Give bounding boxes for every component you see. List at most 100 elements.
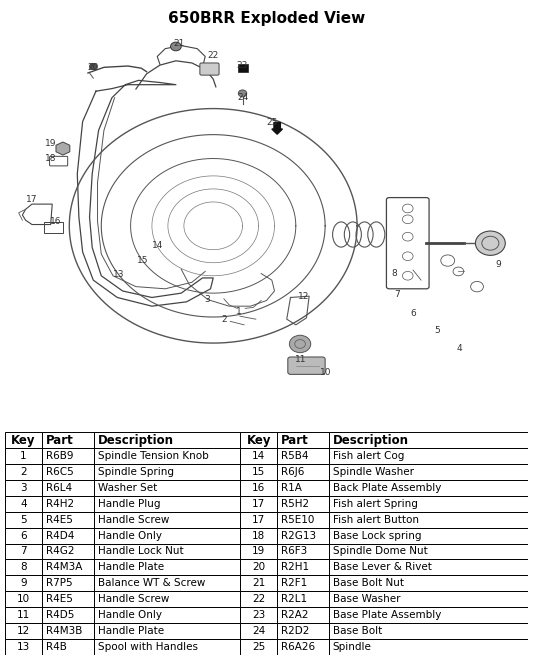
Text: Handle Plate: Handle Plate xyxy=(98,626,164,636)
Bar xyxy=(329,544,528,559)
Text: 15: 15 xyxy=(137,256,149,265)
Bar xyxy=(277,544,329,559)
Text: Handle Screw: Handle Screw xyxy=(98,594,169,604)
Text: 8: 8 xyxy=(392,269,397,278)
Bar xyxy=(94,496,240,512)
Circle shape xyxy=(289,336,311,353)
Text: Base Washer: Base Washer xyxy=(333,594,400,604)
Text: 11: 11 xyxy=(17,610,30,620)
Bar xyxy=(238,64,248,72)
Bar xyxy=(277,591,329,607)
Text: R2H1: R2H1 xyxy=(280,563,309,572)
Text: 21: 21 xyxy=(173,39,184,48)
Bar xyxy=(42,559,94,575)
Text: 9: 9 xyxy=(496,261,501,269)
Text: Key: Key xyxy=(246,434,271,447)
Text: Key: Key xyxy=(11,434,36,447)
Bar xyxy=(240,512,277,528)
Bar xyxy=(94,575,240,591)
Text: 5: 5 xyxy=(20,515,27,524)
Text: 13: 13 xyxy=(17,642,30,652)
Text: 18: 18 xyxy=(252,530,265,541)
Bar xyxy=(329,448,528,464)
Text: R4M3A: R4M3A xyxy=(45,563,82,572)
Text: Description: Description xyxy=(333,434,409,447)
Text: 9: 9 xyxy=(20,578,27,588)
Bar xyxy=(5,575,42,591)
Bar xyxy=(277,464,329,480)
Bar xyxy=(5,639,42,655)
Text: R7P5: R7P5 xyxy=(45,578,72,588)
Text: 650BRR Exploded View: 650BRR Exploded View xyxy=(168,11,365,26)
Bar xyxy=(94,544,240,559)
Text: 4: 4 xyxy=(457,343,462,353)
Text: R6B9: R6B9 xyxy=(45,451,73,461)
Bar xyxy=(42,464,94,480)
Bar xyxy=(329,528,528,544)
Text: Spool with Handles: Spool with Handles xyxy=(98,642,198,652)
Bar xyxy=(240,480,277,496)
Text: 7: 7 xyxy=(20,546,27,557)
Text: Description: Description xyxy=(98,434,174,447)
Text: R1A: R1A xyxy=(280,483,302,493)
Bar xyxy=(42,432,94,448)
Text: Fish alert Cog: Fish alert Cog xyxy=(333,451,404,461)
Text: Spindle Tension Knob: Spindle Tension Knob xyxy=(98,451,208,461)
Text: 13: 13 xyxy=(112,270,124,279)
Bar xyxy=(42,544,94,559)
Bar xyxy=(94,559,240,575)
Bar xyxy=(42,448,94,464)
Bar xyxy=(329,639,528,655)
Text: Fish alert Button: Fish alert Button xyxy=(333,515,419,524)
Bar xyxy=(277,607,329,623)
Text: R4M3B: R4M3B xyxy=(45,626,82,636)
Text: Back Plate Assembly: Back Plate Assembly xyxy=(333,483,441,493)
Text: R2F1: R2F1 xyxy=(280,578,307,588)
Text: 16: 16 xyxy=(50,217,62,226)
Text: 5: 5 xyxy=(434,326,440,334)
Text: 12: 12 xyxy=(17,626,30,636)
Bar xyxy=(42,480,94,496)
Text: Spindle Washer: Spindle Washer xyxy=(333,467,414,477)
Text: R2D2: R2D2 xyxy=(280,626,309,636)
Bar xyxy=(94,512,240,528)
Text: Balance WT & Screw: Balance WT & Screw xyxy=(98,578,205,588)
Text: 7: 7 xyxy=(394,290,400,299)
Bar xyxy=(5,544,42,559)
Text: Spindle: Spindle xyxy=(333,642,372,652)
Text: 17: 17 xyxy=(252,499,265,509)
Bar xyxy=(240,432,277,448)
Bar xyxy=(5,591,42,607)
Bar xyxy=(277,559,329,575)
Circle shape xyxy=(90,63,97,70)
Text: 1: 1 xyxy=(236,307,241,316)
Bar xyxy=(329,607,528,623)
FancyBboxPatch shape xyxy=(288,357,325,374)
Bar xyxy=(94,607,240,623)
Bar xyxy=(329,496,528,512)
Text: Handle Plug: Handle Plug xyxy=(98,499,160,509)
Text: R6J6: R6J6 xyxy=(280,467,304,477)
Text: Base Bolt Nut: Base Bolt Nut xyxy=(333,578,404,588)
Text: Handle Only: Handle Only xyxy=(98,530,162,541)
Bar xyxy=(240,639,277,655)
Bar xyxy=(277,623,329,639)
Text: 6: 6 xyxy=(410,309,416,318)
FancyBboxPatch shape xyxy=(200,63,219,75)
Text: 16: 16 xyxy=(252,483,265,493)
Bar xyxy=(94,591,240,607)
Text: 2: 2 xyxy=(20,467,27,477)
Text: Handle Only: Handle Only xyxy=(98,610,162,620)
Text: 23: 23 xyxy=(237,61,248,70)
Bar xyxy=(277,512,329,528)
Text: Base Lock spring: Base Lock spring xyxy=(333,530,422,541)
Bar xyxy=(5,480,42,496)
Text: 19: 19 xyxy=(45,139,56,148)
Bar xyxy=(277,496,329,512)
Bar xyxy=(42,512,94,528)
Bar xyxy=(329,591,528,607)
Text: 24: 24 xyxy=(252,626,265,636)
Text: Spindle Spring: Spindle Spring xyxy=(98,467,174,477)
Bar xyxy=(277,480,329,496)
Bar xyxy=(5,512,42,528)
